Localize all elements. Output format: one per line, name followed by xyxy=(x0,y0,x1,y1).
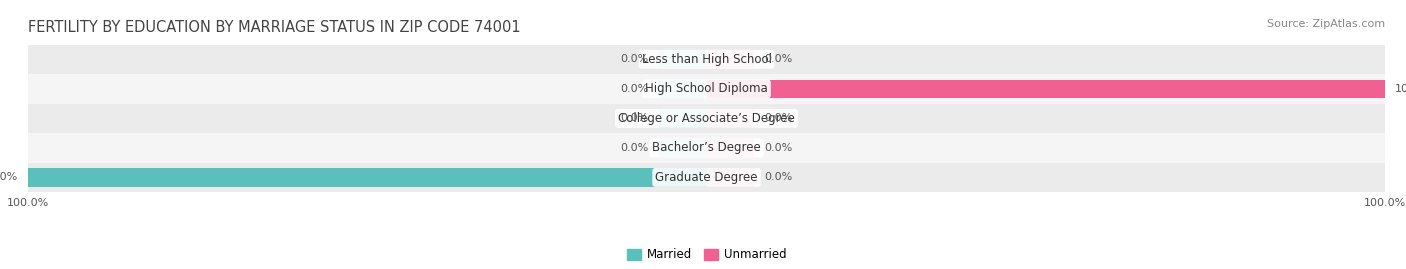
Bar xyxy=(707,139,754,157)
Bar xyxy=(28,44,1385,74)
Bar xyxy=(707,80,1385,98)
Bar xyxy=(659,80,707,98)
Bar xyxy=(28,168,707,187)
Text: 0.0%: 0.0% xyxy=(765,54,793,64)
Bar xyxy=(707,109,754,128)
Text: 0.0%: 0.0% xyxy=(765,172,793,182)
Bar xyxy=(707,168,754,187)
Text: Bachelor’s Degree: Bachelor’s Degree xyxy=(652,141,761,154)
Legend: Married, Unmarried: Married, Unmarried xyxy=(621,244,792,266)
Text: 0.0%: 0.0% xyxy=(620,113,648,123)
Text: 0.0%: 0.0% xyxy=(765,143,793,153)
Text: Graduate Degree: Graduate Degree xyxy=(655,171,758,184)
Text: 100.0%: 100.0% xyxy=(0,172,18,182)
Bar xyxy=(28,104,1385,133)
Text: 0.0%: 0.0% xyxy=(620,84,648,94)
Text: 0.0%: 0.0% xyxy=(620,143,648,153)
Bar xyxy=(28,163,1385,192)
Text: 0.0%: 0.0% xyxy=(620,54,648,64)
Text: 100.0%: 100.0% xyxy=(1395,84,1406,94)
Bar xyxy=(28,74,1385,104)
Text: FERTILITY BY EDUCATION BY MARRIAGE STATUS IN ZIP CODE 74001: FERTILITY BY EDUCATION BY MARRIAGE STATU… xyxy=(28,20,520,35)
Text: College or Associate’s Degree: College or Associate’s Degree xyxy=(619,112,794,125)
Text: High School Diploma: High School Diploma xyxy=(645,82,768,95)
Bar xyxy=(28,133,1385,163)
Bar xyxy=(659,139,707,157)
Bar xyxy=(659,109,707,128)
Text: Source: ZipAtlas.com: Source: ZipAtlas.com xyxy=(1267,19,1385,29)
Text: Less than High School: Less than High School xyxy=(641,53,772,66)
Bar xyxy=(659,50,707,68)
Text: 0.0%: 0.0% xyxy=(765,113,793,123)
Bar xyxy=(707,50,754,68)
